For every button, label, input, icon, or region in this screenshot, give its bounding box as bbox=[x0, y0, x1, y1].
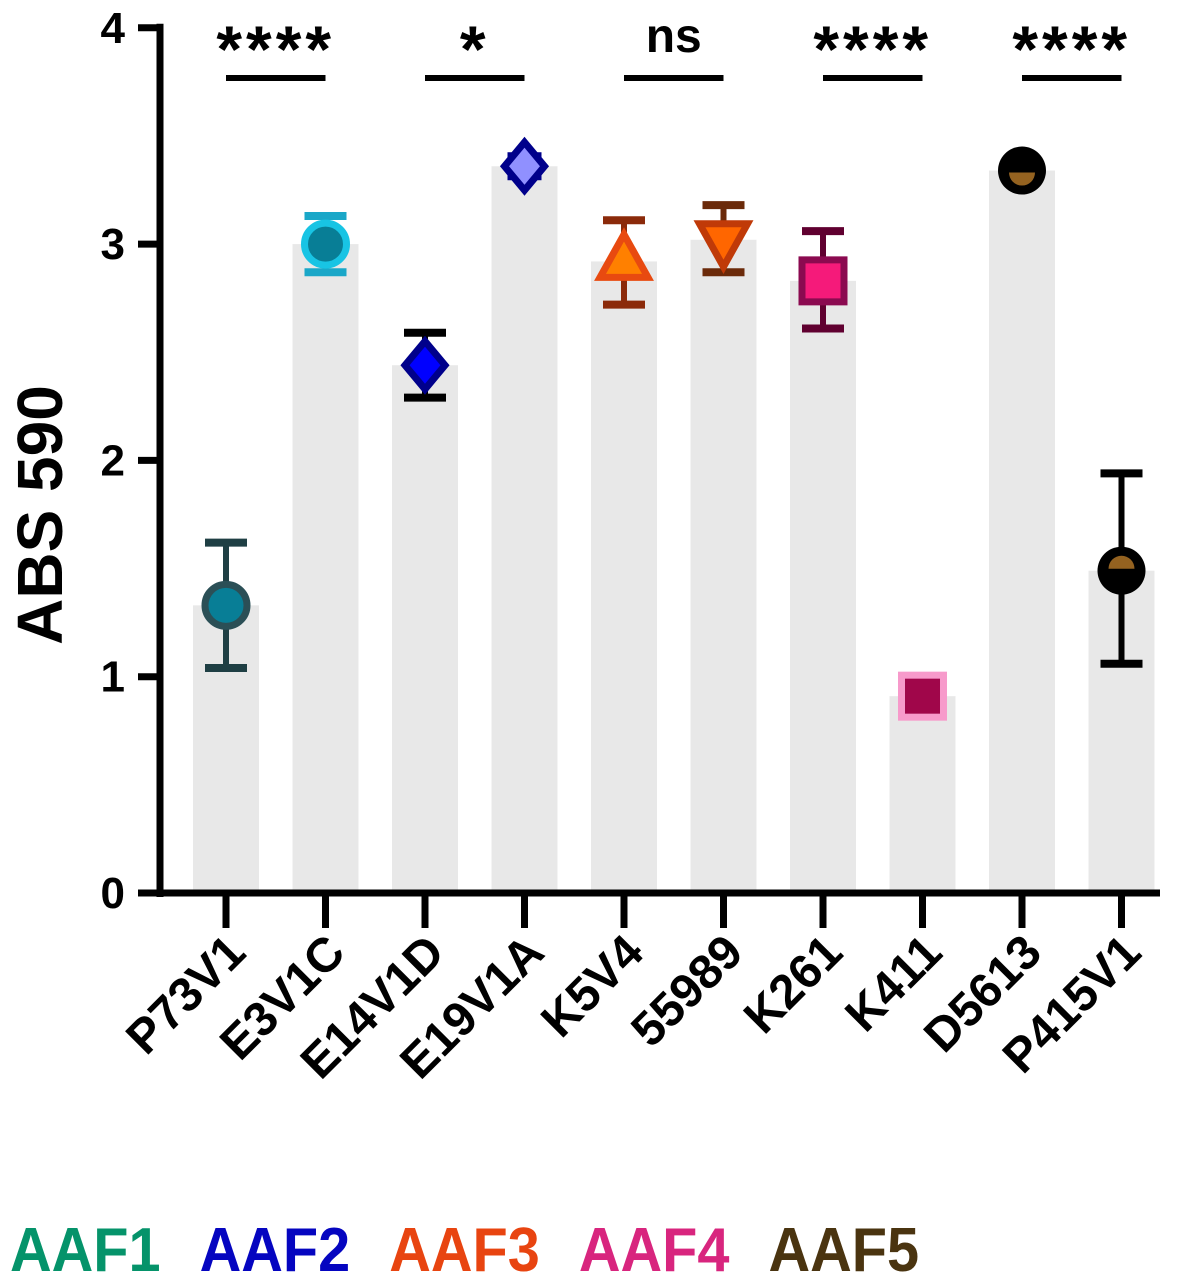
bar-K5V4 bbox=[591, 261, 657, 893]
x-tick-label: 55989 bbox=[621, 925, 753, 1057]
marker-K5V4 bbox=[594, 227, 654, 281]
bar-K411 bbox=[889, 696, 956, 893]
significance-label: * bbox=[460, 12, 490, 86]
bar-E14V1D bbox=[392, 365, 458, 893]
legend-aaf3: AAF3 bbox=[389, 1216, 540, 1281]
marker-55989 bbox=[693, 220, 754, 274]
significance-label: **** bbox=[813, 12, 932, 86]
marker-P73V1 bbox=[201, 580, 251, 630]
marker-P415V1 bbox=[1097, 546, 1146, 595]
legend-aaf2: AAF2 bbox=[199, 1216, 351, 1281]
legend: AAF1 AAF2 AAF3 AAF4 AAF5 bbox=[10, 1215, 958, 1281]
x-tick-label: K261 bbox=[734, 925, 853, 1044]
marker-E14V1D bbox=[400, 335, 450, 395]
marker-P415V1-half bbox=[1108, 555, 1135, 569]
bar-K261 bbox=[790, 280, 856, 894]
bar-E3V1C bbox=[292, 244, 359, 894]
marker-E19V1A bbox=[499, 136, 550, 196]
significance-label: **** bbox=[1012, 12, 1131, 86]
marker-K261 bbox=[798, 256, 848, 306]
legend-aaf1: AAF1 bbox=[10, 1216, 161, 1281]
legend-aaf5: AAF5 bbox=[768, 1216, 920, 1281]
marker-K411 bbox=[898, 671, 947, 721]
significance-label: **** bbox=[216, 12, 335, 86]
y-tick-label: 2 bbox=[101, 436, 125, 485]
marker-D5613 bbox=[998, 146, 1046, 195]
significance-label: ns bbox=[646, 10, 702, 63]
y-tick-label: 0 bbox=[101, 869, 125, 918]
bar-55989 bbox=[690, 239, 757, 894]
marker-D5613-half bbox=[1009, 172, 1035, 186]
legend-aaf4: AAF4 bbox=[578, 1216, 730, 1281]
marker-E3V1C bbox=[301, 219, 350, 269]
bar-E19V1A bbox=[491, 166, 558, 893]
y-tick-label: 3 bbox=[101, 220, 125, 269]
y-tick-label: 1 bbox=[101, 653, 125, 702]
bar-D5613 bbox=[989, 170, 1055, 894]
y-axis-label: ABS 590 bbox=[4, 385, 76, 645]
y-tick-label: 4 bbox=[101, 4, 126, 53]
